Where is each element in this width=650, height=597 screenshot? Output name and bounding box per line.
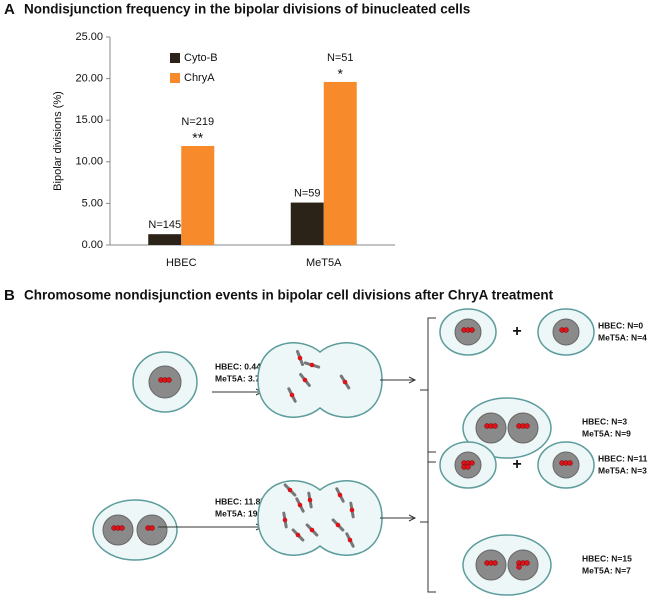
diagram-text: MeT5A: N=3 xyxy=(598,465,647,475)
y-tick-label: 20.00 xyxy=(75,73,103,85)
y-tick-label: 10.00 xyxy=(75,156,103,168)
centromere xyxy=(309,362,315,368)
chromosome xyxy=(492,560,498,566)
panel-label: B xyxy=(4,287,15,304)
chromosome xyxy=(166,377,172,383)
centromere xyxy=(297,355,303,361)
legend-swatch xyxy=(170,53,180,63)
centromere xyxy=(289,392,295,398)
n-label: N=219 xyxy=(181,116,214,128)
diagram-text: HBEC: N=15 xyxy=(582,553,632,563)
diagram-text: MeT5A: N=4 xyxy=(598,332,647,342)
significance: * xyxy=(338,66,344,82)
centromere xyxy=(297,502,303,508)
legend-swatch xyxy=(170,73,180,83)
panel-title: Chromosome nondisjunction events in bipo… xyxy=(24,288,554,303)
arrow-head xyxy=(408,376,417,384)
chromosome xyxy=(524,423,530,429)
centromere xyxy=(349,507,355,513)
diagram-text: HBEC: N=3 xyxy=(582,416,627,426)
diagram-text: HBEC: 0.44% (3/670) xyxy=(215,361,298,371)
centromere xyxy=(337,492,343,498)
chromosome xyxy=(149,525,155,531)
cell xyxy=(462,397,552,459)
y-tick-label: 25.00 xyxy=(75,31,103,43)
panel-label: A xyxy=(4,1,15,18)
centromere xyxy=(287,487,293,493)
bar xyxy=(181,145,215,245)
bar xyxy=(290,202,324,245)
n-label: N=145 xyxy=(148,219,181,231)
bracket xyxy=(427,451,436,593)
diagram-text: MeT5A: N=7 xyxy=(582,565,631,575)
cell xyxy=(462,534,552,596)
legend-label: Cyto-B xyxy=(184,52,218,64)
chromosome xyxy=(516,564,522,570)
y-tick-label: 0.00 xyxy=(82,239,103,251)
centromere xyxy=(335,522,341,528)
chromosome xyxy=(465,464,471,470)
centromere xyxy=(309,527,315,533)
chromosome xyxy=(492,423,498,429)
centromere xyxy=(282,517,288,523)
centromere xyxy=(295,532,301,538)
chromosome xyxy=(469,460,475,466)
bar xyxy=(323,81,357,245)
centromere xyxy=(302,377,308,383)
centromere xyxy=(347,537,353,543)
legend-label: ChryA xyxy=(184,72,215,84)
y-tick-label: 15.00 xyxy=(75,114,103,126)
centromere xyxy=(342,379,348,385)
chromosome xyxy=(119,525,125,531)
centromere xyxy=(307,497,313,503)
chromosome xyxy=(524,560,530,566)
chromosome xyxy=(563,327,569,333)
arrow-head xyxy=(408,514,417,522)
dividing-cell xyxy=(257,342,383,418)
x-tick-label: HBEC xyxy=(166,257,197,269)
x-tick-label: MeT5A xyxy=(306,257,342,269)
diagram-text: HBEC: N=0 xyxy=(598,320,643,330)
chart-title: Nondisjunction frequency in the bipolar … xyxy=(24,2,470,17)
cell xyxy=(92,499,178,561)
chromosome xyxy=(469,327,475,333)
n-label: N=59 xyxy=(294,187,321,199)
diagram-text: HBEC: N=11 xyxy=(598,453,648,463)
plus: + xyxy=(512,323,521,340)
bar xyxy=(148,234,182,245)
y-tick-label: 5.00 xyxy=(82,197,103,209)
y-axis-label: Bipolar divisions (%) xyxy=(52,91,64,191)
plus: + xyxy=(512,456,521,473)
n-label: N=51 xyxy=(327,52,354,64)
diagram-text: MeT5A: N=9 xyxy=(582,428,631,438)
chromosome xyxy=(567,460,573,466)
significance: ** xyxy=(192,130,203,146)
bracket xyxy=(427,317,436,463)
dividing-cell xyxy=(257,480,383,556)
